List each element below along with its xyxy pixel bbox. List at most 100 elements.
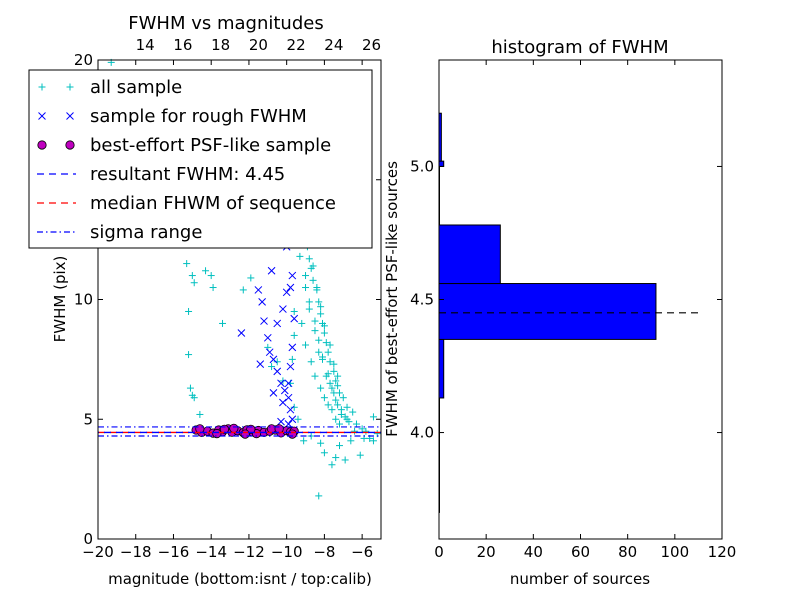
series-0-point [328,406,336,414]
series-0-point [294,415,302,423]
series-0-point [298,319,306,327]
histogram-bar [438,224,501,285]
legend-label: median FHWM of sequence [90,193,336,214]
hist-y-tick-label: 4.5 [410,291,434,309]
series-1-point [277,379,285,388]
series-0-point [309,276,317,284]
hist-x-tick-label: 120 [708,543,737,561]
scatter-top-axis: 14 16 18 20 22 24 26 [136,36,381,54]
series-1-point [277,417,285,426]
legend-marker-right [66,83,74,91]
scatter-title: FWHM vs magnitudes [128,13,323,34]
series-1-point [284,393,293,402]
hist-y-tick-label: 4.0 [410,424,434,442]
series-0-point [324,370,332,378]
series-0-point [311,317,319,325]
series-0-point [320,394,328,402]
legend-marker-right [65,140,75,150]
series-0-point [328,461,336,469]
top-tick-label: 24 [324,36,343,54]
histogram-title: histogram of FWHM [491,37,668,58]
series-0-point [332,454,340,462]
series-0-point [207,272,215,280]
series-1-point [286,405,295,414]
series-0-point [202,267,210,275]
series-0-point [315,492,323,500]
series-0-point [332,396,340,404]
series-0-point [315,336,323,344]
legend-marker-left [37,140,47,150]
series-0-point [341,413,349,421]
series-0-point [190,279,198,287]
series-0-point [356,451,364,459]
histogram-bars [438,112,657,513]
legend-entry: sample for rough FWHM [38,106,307,127]
x-tick-label: −14 [195,543,227,561]
series-2-point [240,429,250,439]
series-0-point [190,394,198,402]
y-tick-label: 5 [83,410,93,428]
histogram-x-label: number of sources [510,570,650,588]
series-1-point [256,360,265,369]
series-1-point [263,333,272,342]
series-0-point [337,406,345,414]
series-0-point [296,252,304,260]
series-0-point [315,298,323,306]
legend-label: sample for rough FWHM [90,106,307,127]
top-tick-label: 18 [211,36,230,54]
series-0-point [334,382,342,390]
series-0-point [347,437,355,445]
legend-box [28,69,373,249]
series-1-point [279,305,287,313]
hist-x-tick-label: 0 [434,543,444,561]
series-0-point [307,432,315,440]
hist-y-tick-label: 5.0 [410,157,434,175]
series-0-point [334,372,342,380]
series-1-point [258,298,266,306]
histogram-y-axis: 4.0 4.5 5.0 [410,157,722,442]
x-tick-label: −16 [158,543,190,561]
series-0-point [351,427,359,435]
series-0-point [311,327,319,335]
legend-entry: sigma range [37,222,202,243]
series-1-point [286,283,295,292]
series-0-point [188,272,196,280]
legend-label: all sample [90,77,182,98]
series-0-point [290,403,298,411]
hist-x-tick-label: 20 [477,543,496,561]
series-0-point [186,384,194,392]
histogram-panel: 0 20 40 60 80 100 120 4.0 4.5 5.0 histogram of F… [383,37,736,588]
y-tick-label: 10 [74,291,93,309]
top-tick-label: 26 [362,36,381,54]
legend-entry: best-effort PSF-like sample [37,135,331,156]
series-0-point [317,384,325,392]
hist-x-tick-label: 80 [618,543,637,561]
series-2-point [287,429,297,439]
series-0-point [322,339,330,347]
series-0-point [288,355,296,363]
series-1-point [284,379,293,388]
series-0-point [335,389,343,397]
series-0-point [290,331,298,339]
series-0-point [305,255,313,263]
x-tick-label: −6 [351,543,373,561]
series-1-point [290,314,299,323]
series-0-point [239,286,247,294]
series-0-point [317,439,325,447]
x-tick-label: −10 [271,543,303,561]
legend-entry: median FHWM of sequence [37,193,336,214]
series-0-point [305,305,313,313]
scatter-x-axis: −20 −18 −16 −14 −12 −10 −8 −6 [82,60,373,561]
hist-x-tick-label: 60 [571,543,590,561]
x-tick-label: −20 [82,543,114,561]
series-1-point [288,343,297,352]
x-tick-label: −12 [233,543,265,561]
legend-label: best-effort PSF-like sample [90,135,331,156]
legend-entry: resultant FWHM: 4.45 [37,164,285,185]
series-1-point [254,286,263,294]
series-0-point [290,307,298,315]
scatter-y-axis: 0 5 10 20 [74,51,381,548]
top-tick-label: 20 [249,36,268,54]
